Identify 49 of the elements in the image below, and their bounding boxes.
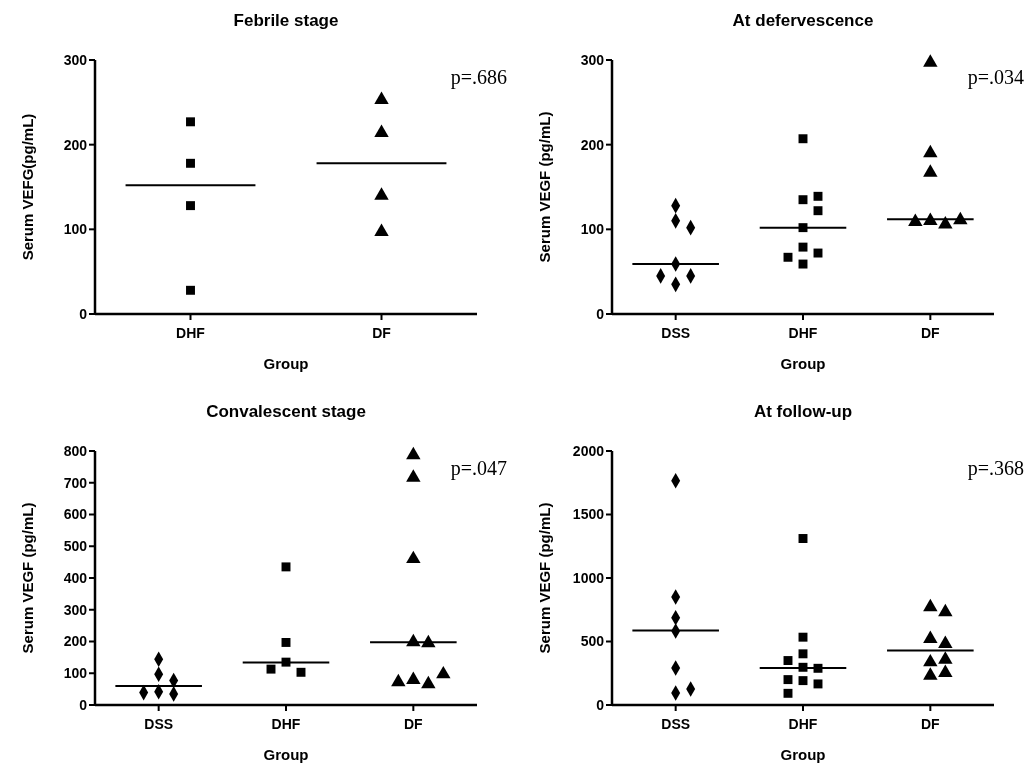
chart-title: At defervescence — [732, 11, 874, 30]
x-tick-label: DSS — [661, 716, 691, 732]
y-axis-title: Serum VEGF (pg/mL) — [19, 502, 36, 654]
chart-title: Febrile stage — [233, 11, 339, 30]
x-axis-title: Group — [263, 355, 309, 372]
x-tick-label: DF — [404, 716, 424, 732]
x-tick-label: DHF — [788, 716, 818, 732]
x-axis-title: Group — [780, 746, 826, 763]
y-tick-label: 0 — [596, 305, 605, 322]
x-tick-label: DF — [372, 325, 392, 341]
annotation: p=.047 — [450, 457, 507, 480]
y-axis-title: Serum VEGF (pg/mL) — [536, 502, 553, 654]
y-tick-label: 100 — [63, 665, 88, 682]
x-tick-label: DHF — [176, 325, 206, 341]
y-tick-label: 800 — [63, 442, 88, 459]
x-tick-label: DSS — [661, 325, 691, 341]
y-axis-title: Serum VEFG(pg/mL) — [19, 113, 36, 261]
y-tick-label: 100 — [63, 221, 88, 238]
y-tick-label: 2000 — [572, 442, 605, 459]
y-tick-label: 200 — [580, 136, 605, 153]
x-axis-title: Group — [263, 746, 309, 763]
y-tick-label: 200 — [63, 633, 88, 650]
y-tick-label: 300 — [580, 51, 605, 68]
x-tick-label: DF — [921, 325, 941, 341]
y-tick-label: 200 — [63, 136, 88, 153]
y-tick-label: 500 — [580, 633, 605, 650]
y-tick-label: 300 — [63, 51, 88, 68]
x-tick-label: DHF — [271, 716, 301, 732]
y-tick-label: 1500 — [572, 506, 605, 523]
y-tick-label: 1000 — [572, 569, 605, 586]
y-tick-label: 0 — [79, 696, 88, 713]
y-tick-label: 700 — [63, 474, 88, 491]
y-axis-title: Serum VEGF (pg/mL) — [536, 111, 553, 263]
y-tick-label: 0 — [79, 305, 88, 322]
x-tick-label: DSS — [144, 716, 174, 732]
x-tick-label: DHF — [788, 325, 818, 341]
y-tick-label: 100 — [580, 221, 605, 238]
annotation: p=.034 — [967, 66, 1024, 89]
x-tick-label: DF — [921, 716, 941, 732]
y-tick-label: 300 — [63, 601, 88, 618]
x-axis-title: Group — [780, 355, 826, 372]
y-tick-label: 400 — [63, 569, 88, 586]
y-tick-label: 600 — [63, 506, 88, 523]
annotation: p=.686 — [450, 66, 507, 89]
chart-title: Convalescent stage — [206, 402, 366, 421]
chart-title: At follow-up — [753, 402, 853, 421]
annotation: p=.368 — [967, 457, 1024, 480]
y-tick-label: 500 — [63, 538, 88, 555]
y-tick-label: 0 — [596, 696, 605, 713]
